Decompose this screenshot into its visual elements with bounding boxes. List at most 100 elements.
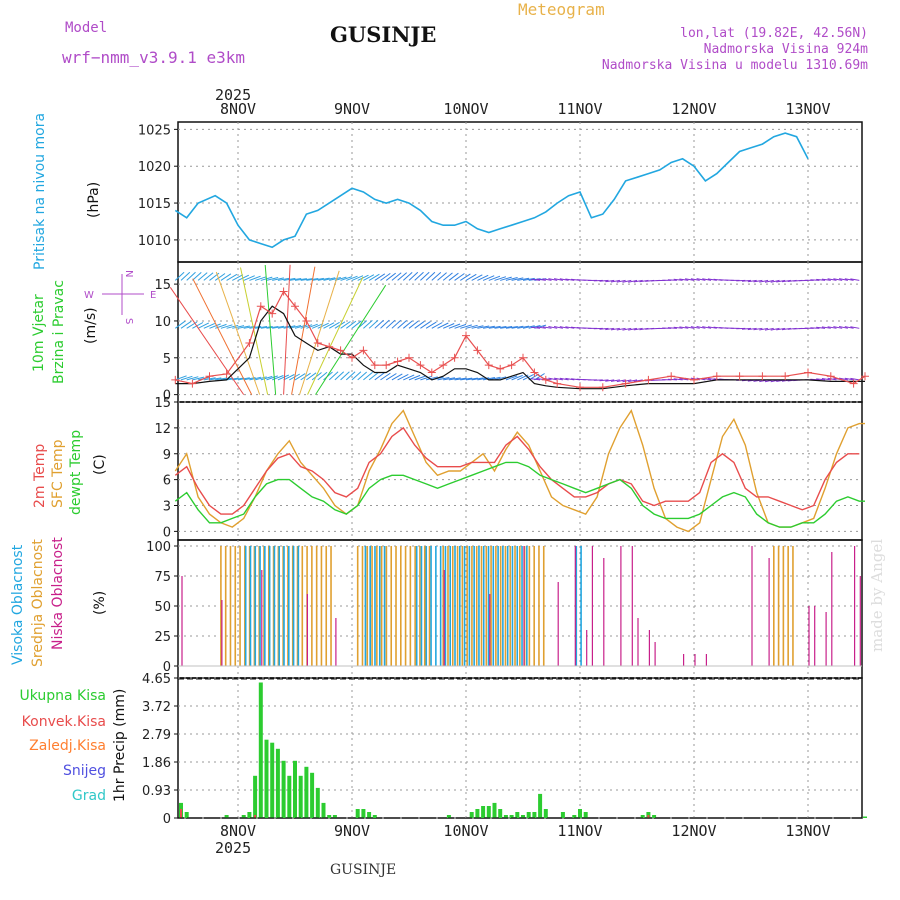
gust-marker <box>553 379 562 388</box>
wind-arrow <box>420 375 433 381</box>
wind-arrow <box>397 272 408 281</box>
gust-marker <box>205 372 214 381</box>
wind-arrow <box>610 379 620 382</box>
gust-marker <box>188 379 197 388</box>
wind-arrow <box>215 323 227 329</box>
wind-arrow <box>328 321 340 329</box>
wind-arrow <box>679 378 689 381</box>
rain-bar <box>578 809 582 818</box>
wind-arrow <box>283 374 295 381</box>
wind-arrow <box>254 276 267 281</box>
wind-arrow <box>827 326 837 329</box>
wind-arrow <box>816 278 826 281</box>
wind-arrow <box>764 327 774 331</box>
gust-marker <box>171 375 180 384</box>
date-label-top: 9NOV <box>334 100 370 118</box>
wind-arrow <box>363 274 375 281</box>
rain-bar <box>652 815 657 818</box>
wind-arrow <box>628 279 638 283</box>
rain-bar <box>258 682 263 818</box>
wind-arrow <box>323 277 336 281</box>
date-label-bottom: 10NOV <box>443 822 488 840</box>
wind-arrow <box>277 277 290 281</box>
wind-arrow <box>385 319 396 329</box>
wind-arrow <box>351 371 362 381</box>
wind-arrow <box>169 287 245 395</box>
wind-arrow <box>192 278 253 395</box>
pressure-series <box>174 132 809 249</box>
year-label-top: 2025 <box>215 86 251 104</box>
wind-arrow <box>460 273 471 281</box>
rain-bar <box>327 815 332 818</box>
wind-arrow <box>283 325 296 329</box>
wind-arrow <box>821 278 831 281</box>
wind-arrow <box>175 320 186 329</box>
rain-bar <box>298 775 303 818</box>
gust-marker <box>712 372 721 381</box>
wind-arrow <box>192 376 205 381</box>
gust-marker <box>644 375 653 384</box>
wind-arrow <box>209 323 221 329</box>
wind-arrow <box>477 274 489 281</box>
sfc-temp-series <box>174 409 865 533</box>
temp-sfc-label: SFC Temp <box>50 439 66 508</box>
t2m-series <box>174 426 860 515</box>
wind-ytick: 15 <box>154 278 171 293</box>
wind-arrow <box>277 374 290 381</box>
precip-ytick: 2.79 <box>142 728 171 743</box>
wind-arrow <box>838 326 849 329</box>
wind-arrow <box>673 326 683 329</box>
wind-arrow <box>420 271 430 281</box>
rain-bar <box>293 760 297 818</box>
wind-arrow <box>420 321 431 329</box>
wind-arrow <box>340 371 350 381</box>
wind-arrow <box>542 326 552 329</box>
wind-arrow <box>391 373 403 381</box>
rain-bar <box>367 812 372 818</box>
wind-arrow <box>443 377 456 381</box>
wind-arrow <box>408 271 419 281</box>
wind-arrow <box>397 373 409 381</box>
wind-arrow <box>753 327 763 331</box>
wind-speed-series <box>175 305 865 390</box>
wind-arrow <box>214 273 226 281</box>
temp-2m-label: 2m Temp <box>32 444 48 508</box>
precip-ytick: 0 <box>163 812 171 827</box>
wind-arrow <box>483 377 495 381</box>
precip-legend: Ukupna Kisa Konvek.Kisa Zaledj.Kisa Snij… <box>19 688 106 804</box>
wind-arrow <box>174 271 185 281</box>
wind-arrow <box>511 374 523 381</box>
temp-unit: (C) <box>92 454 108 475</box>
wind-arrow <box>622 279 632 283</box>
wind-label-1: 10m Vjetar <box>31 294 47 372</box>
rain-bar <box>538 793 543 818</box>
wind-arrow <box>448 272 459 281</box>
model-label: Model <box>65 20 108 36</box>
conv-rain-bar <box>254 815 257 818</box>
temp-frame <box>177 401 863 541</box>
wind-arrow <box>328 371 339 381</box>
cloud-ytick: 100 <box>146 540 171 555</box>
altitude-label: Nadmorska Visina 924m <box>703 42 868 57</box>
wind-arrow <box>186 376 199 381</box>
gust-marker <box>541 375 550 384</box>
wind-arrow <box>610 279 620 283</box>
wind-arrow <box>610 327 620 331</box>
wind-arrow <box>844 326 854 329</box>
legend-rain: Ukupna Kisa <box>19 688 106 704</box>
wind-arrow <box>821 378 831 381</box>
wind-arrow <box>357 274 369 281</box>
wind-arrow <box>454 323 467 329</box>
wind-arrow <box>690 326 700 329</box>
wind-arrow <box>425 321 437 329</box>
wind-arrow <box>554 377 563 381</box>
rain-bar <box>281 760 286 818</box>
compass-rose: N W E S <box>84 270 156 324</box>
wind-arrow <box>237 325 250 329</box>
wind-arrow <box>311 372 322 381</box>
wind-arrow <box>483 325 495 329</box>
pressure-label: Pritisak na nivou mora <box>32 113 48 270</box>
wind-arrow <box>408 320 419 329</box>
wind-arrow <box>488 275 501 281</box>
